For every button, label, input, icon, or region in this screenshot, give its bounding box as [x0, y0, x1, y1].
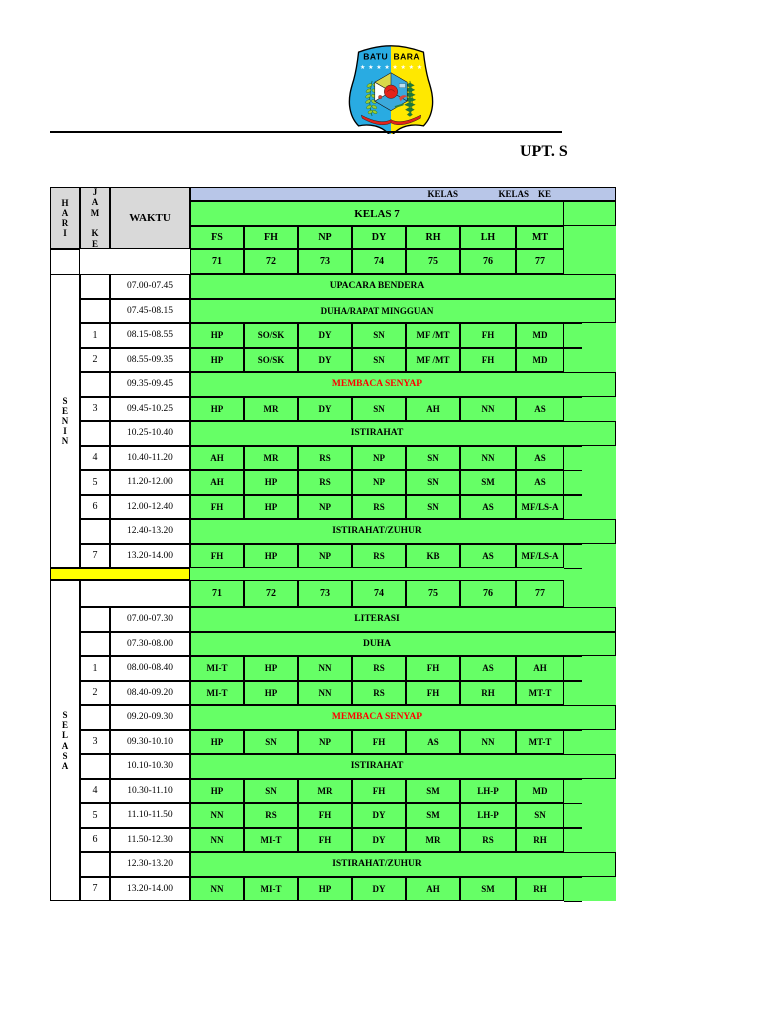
svg-text:BARA: BARA	[394, 51, 421, 61]
svg-text:★: ★	[401, 64, 406, 71]
svg-text:★: ★	[417, 64, 422, 71]
svg-text:★: ★	[360, 64, 365, 71]
svg-text:★: ★	[409, 64, 414, 71]
svg-text:★: ★	[376, 64, 381, 71]
svg-text:★: ★	[368, 64, 373, 71]
svg-text:★: ★	[392, 64, 397, 71]
svg-text:★: ★	[384, 64, 389, 71]
svg-text:BATU: BATU	[363, 51, 388, 61]
